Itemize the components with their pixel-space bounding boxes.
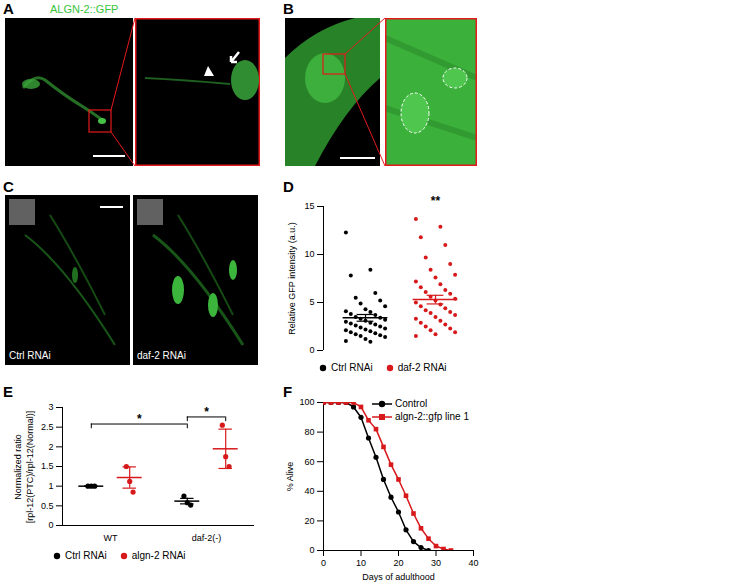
svg-text:20: 20 [304,516,314,526]
svg-text:3: 3 [48,402,53,412]
html-text:C: C [3,178,14,195]
svg-text:*: * [137,412,142,426]
svg-text:0: 0 [309,345,314,355]
svg-text:daf-2(-): daf-2(-) [192,533,222,543]
svg-text:0: 0 [309,545,314,555]
html-text:Control: Control [395,398,428,409]
html-text:Ctrl RNAi: Ctrl RNAi [65,550,107,561]
html-text:daf-2 RNAi: daf-2 RNAi [397,362,447,373]
svg-text:0.5: 0.5 [41,501,54,511]
html-text:B: B [283,0,294,17]
svg-text:30: 30 [431,558,441,568]
svg-text:[rpl-12(PTC)/rpl-12(Normal)]: [rpl-12(PTC)/rpl-12(Normal)] [25,411,35,524]
html-text:F: F [283,383,293,400]
svg-text:Days of adulthood: Days of adulthood [362,572,435,582]
html-text:algn-2 RNAi: algn-2 RNAi [131,550,186,561]
svg-text:0: 0 [321,558,326,568]
svg-text:2: 2 [48,442,53,452]
html-text:D: D [283,178,294,195]
html-text:A: A [3,0,14,17]
svg-text:60: 60 [304,457,314,467]
svg-text:100: 100 [299,397,314,407]
svg-text:0: 0 [48,520,53,530]
svg-text:Normalized ratio: Normalized ratio [13,434,23,500]
svg-text:20: 20 [393,558,403,568]
svg-text:15: 15 [304,201,314,211]
html-text:Ctrl RNAi: Ctrl RNAi [9,350,51,361]
svg-text:Relative GFP intensity (a.u.): Relative GFP intensity (a.u.) [287,222,297,334]
svg-text:1: 1 [48,481,53,491]
svg-text:40: 40 [468,558,478,568]
svg-text:80: 80 [304,427,314,437]
svg-text:*: * [204,405,209,419]
svg-text:10: 10 [304,249,314,259]
html-text:algn-2::gfp line 1: algn-2::gfp line 1 [395,411,469,422]
svg-text:2.5: 2.5 [41,422,54,432]
svg-text:WT: WT [104,533,118,543]
svg-text:% Alive: % Alive [285,462,295,492]
svg-text:**: ** [431,194,441,208]
html-text:daf-2 RNAi: daf-2 RNAi [137,350,186,361]
html-text:E: E [3,383,13,400]
svg-text:1.5: 1.5 [41,461,54,471]
svg-text:5: 5 [309,297,314,307]
html-text:ALGN-2::GFP: ALGN-2::GFP [50,3,119,15]
svg-text:40: 40 [304,486,314,496]
svg-text:10: 10 [356,558,366,568]
html-text:Ctrl RNAi: Ctrl RNAi [331,362,373,373]
